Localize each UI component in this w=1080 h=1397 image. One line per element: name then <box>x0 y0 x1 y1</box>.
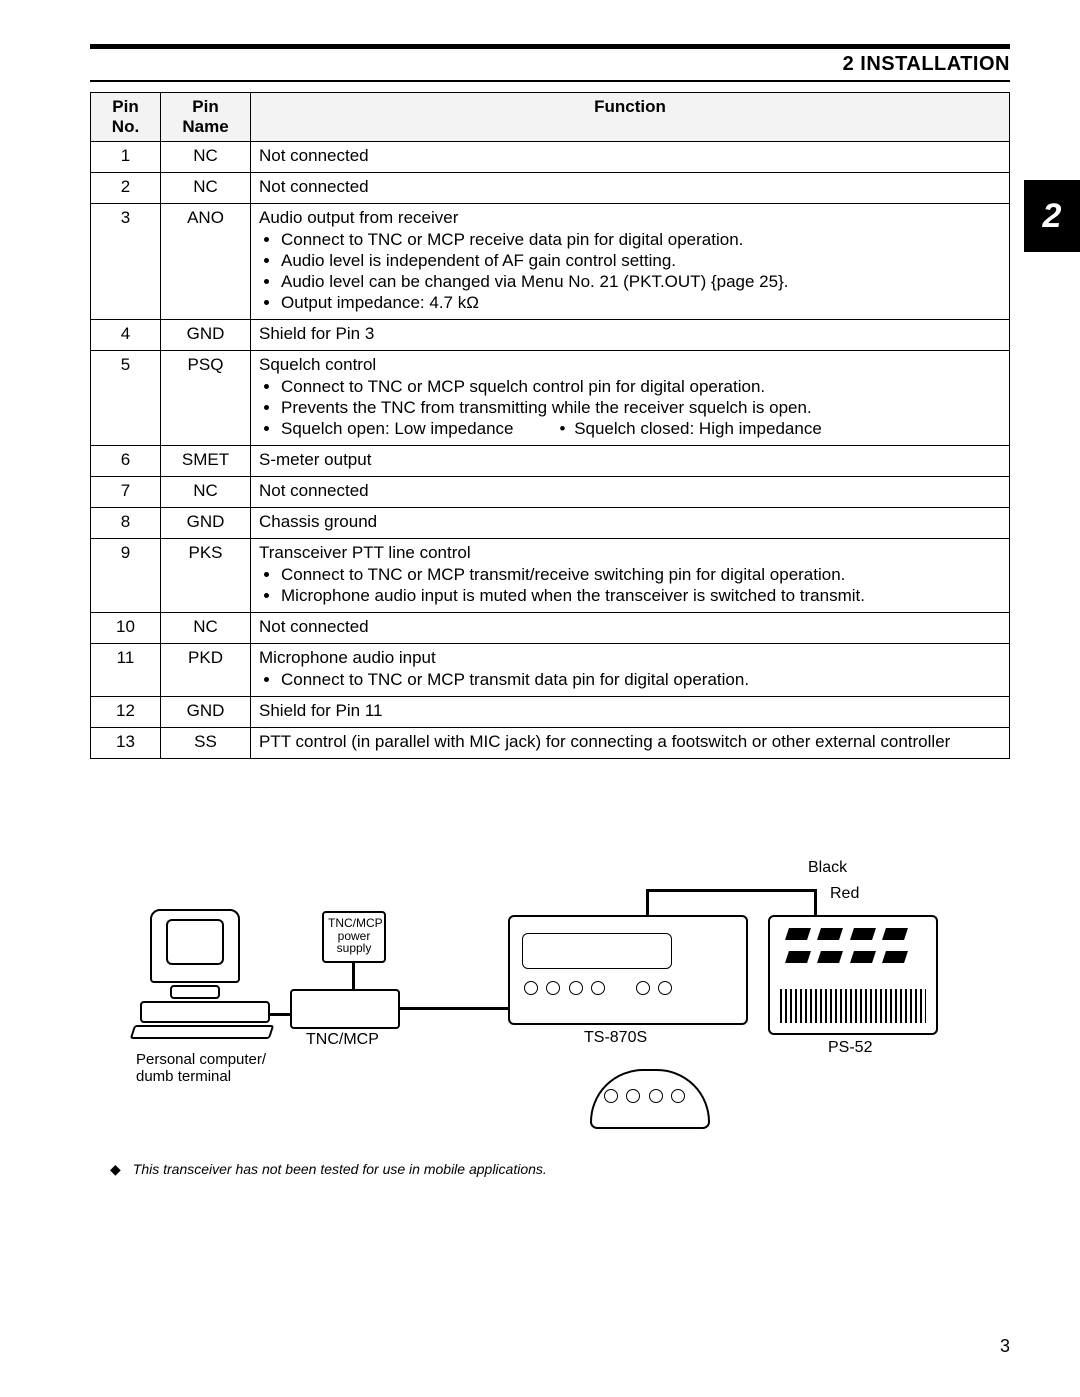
pc-label: Personal computer/ dumb terminal <box>136 1051 266 1085</box>
pin-table: Pin No. Pin Name Function 1NCNot connect… <box>90 92 1010 759</box>
pin-no: 7 <box>91 477 161 508</box>
pin-no: 11 <box>91 644 161 697</box>
pin-function: Audio output from receiverConnect to TNC… <box>251 204 1010 320</box>
pin-name: GND <box>161 508 251 539</box>
ts-label: TS-870S <box>584 1029 647 1047</box>
pin-name: GND <box>161 697 251 728</box>
table-row: 9PKSTransceiver PTT line controlConnect … <box>91 539 1010 613</box>
pin-name: GND <box>161 320 251 351</box>
pin-name: PSQ <box>161 351 251 446</box>
pin-name: NC <box>161 477 251 508</box>
pin-name: SMET <box>161 446 251 477</box>
pin-function: Not connected <box>251 613 1010 644</box>
tncmcp-label: TNC/MCP <box>306 1031 379 1049</box>
pin-function: Shield for Pin 3 <box>251 320 1010 351</box>
pin-function: Microphone audio inputConnect to TNC or … <box>251 644 1010 697</box>
pin-no: 10 <box>91 613 161 644</box>
table-row: 2NCNot connected <box>91 173 1010 204</box>
pin-no: 3 <box>91 204 161 320</box>
connection-diagram: Black Red TNC/MCP power supply TNC/MCP P… <box>140 839 960 1139</box>
table-row: 11PKDMicrophone audio inputConnect to TN… <box>91 644 1010 697</box>
pin-function: Transceiver PTT line controlConnect to T… <box>251 539 1010 613</box>
table-row: 10NCNot connected <box>91 613 1010 644</box>
pin-no: 13 <box>91 728 161 759</box>
pin-no: 2 <box>91 173 161 204</box>
section-title: 2 INSTALLATION <box>90 53 1010 76</box>
pin-name: SS <box>161 728 251 759</box>
page-number: 3 <box>1000 1336 1010 1357</box>
table-row: 12GNDShield for Pin 11 <box>91 697 1010 728</box>
top-rule-thin <box>90 80 1010 82</box>
pin-name: PKD <box>161 644 251 697</box>
table-row: 3ANOAudio output from receiverConnect to… <box>91 204 1010 320</box>
diamond-icon: ◆ <box>110 1161 121 1177</box>
table-row: 13SSPTT control (in parallel with MIC ja… <box>91 728 1010 759</box>
pin-no: 12 <box>91 697 161 728</box>
pin-function: Not connected <box>251 142 1010 173</box>
table-row: 7NCNot connected <box>91 477 1010 508</box>
col-pin-no: Pin No. <box>91 93 161 142</box>
pin-name: NC <box>161 613 251 644</box>
ps-label: PS-52 <box>828 1039 872 1057</box>
pin-name: NC <box>161 173 251 204</box>
chapter-tab: 2 <box>1024 180 1080 252</box>
pin-function: Chassis ground <box>251 508 1010 539</box>
pin-function: Squelch controlConnect to TNC or MCP squ… <box>251 351 1010 446</box>
cable-red-label: Red <box>830 885 859 903</box>
col-pin-name: Pin Name <box>161 93 251 142</box>
pin-function: Not connected <box>251 477 1010 508</box>
pin-no: 9 <box>91 539 161 613</box>
pin-name: ANO <box>161 204 251 320</box>
pin-no: 1 <box>91 142 161 173</box>
pin-no: 8 <box>91 508 161 539</box>
table-row: 6SMETS-meter output <box>91 446 1010 477</box>
pin-function: Not connected <box>251 173 1010 204</box>
footnote-text: This transceiver has not been tested for… <box>133 1161 547 1177</box>
table-row: 5PSQSquelch controlConnect to TNC or MCP… <box>91 351 1010 446</box>
pin-no: 5 <box>91 351 161 446</box>
footnote: ◆ This transceiver has not been tested fo… <box>110 1161 610 1178</box>
pin-function: Shield for Pin 11 <box>251 697 1010 728</box>
pin-function: PTT control (in parallel with MIC jack) … <box>251 728 1010 759</box>
pin-no: 6 <box>91 446 161 477</box>
pin-no: 4 <box>91 320 161 351</box>
cable-black-label: Black <box>808 859 847 877</box>
top-rule-thick <box>90 44 1010 49</box>
pin-name: NC <box>161 142 251 173</box>
col-function: Function <box>251 93 1010 142</box>
table-row: 1NCNot connected <box>91 142 1010 173</box>
supply-label: TNC/MCP power supply <box>328 917 380 955</box>
table-row: 8GNDChassis ground <box>91 508 1010 539</box>
table-row: 4GNDShield for Pin 3 <box>91 320 1010 351</box>
pin-function: S-meter output <box>251 446 1010 477</box>
pin-name: PKS <box>161 539 251 613</box>
